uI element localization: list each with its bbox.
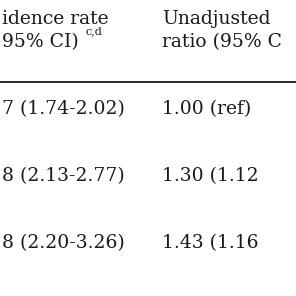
Text: c,d: c,d [86,26,103,36]
Text: 1.00 (ref): 1.00 (ref) [162,100,251,118]
Text: 8 (2.13-2.77): 8 (2.13-2.77) [2,167,125,185]
Text: 8 (2.20-3.26): 8 (2.20-3.26) [2,234,125,252]
Text: 7 (1.74-2.02): 7 (1.74-2.02) [2,100,125,118]
Text: ratio (95% C: ratio (95% C [162,33,282,51]
Text: 1.43 (1.16: 1.43 (1.16 [162,234,258,252]
Text: 1.30 (1.12: 1.30 (1.12 [162,167,259,185]
Text: Unadjusted: Unadjusted [162,10,271,28]
Text: idence rate: idence rate [2,10,109,28]
Text: 95% CI): 95% CI) [2,33,79,51]
